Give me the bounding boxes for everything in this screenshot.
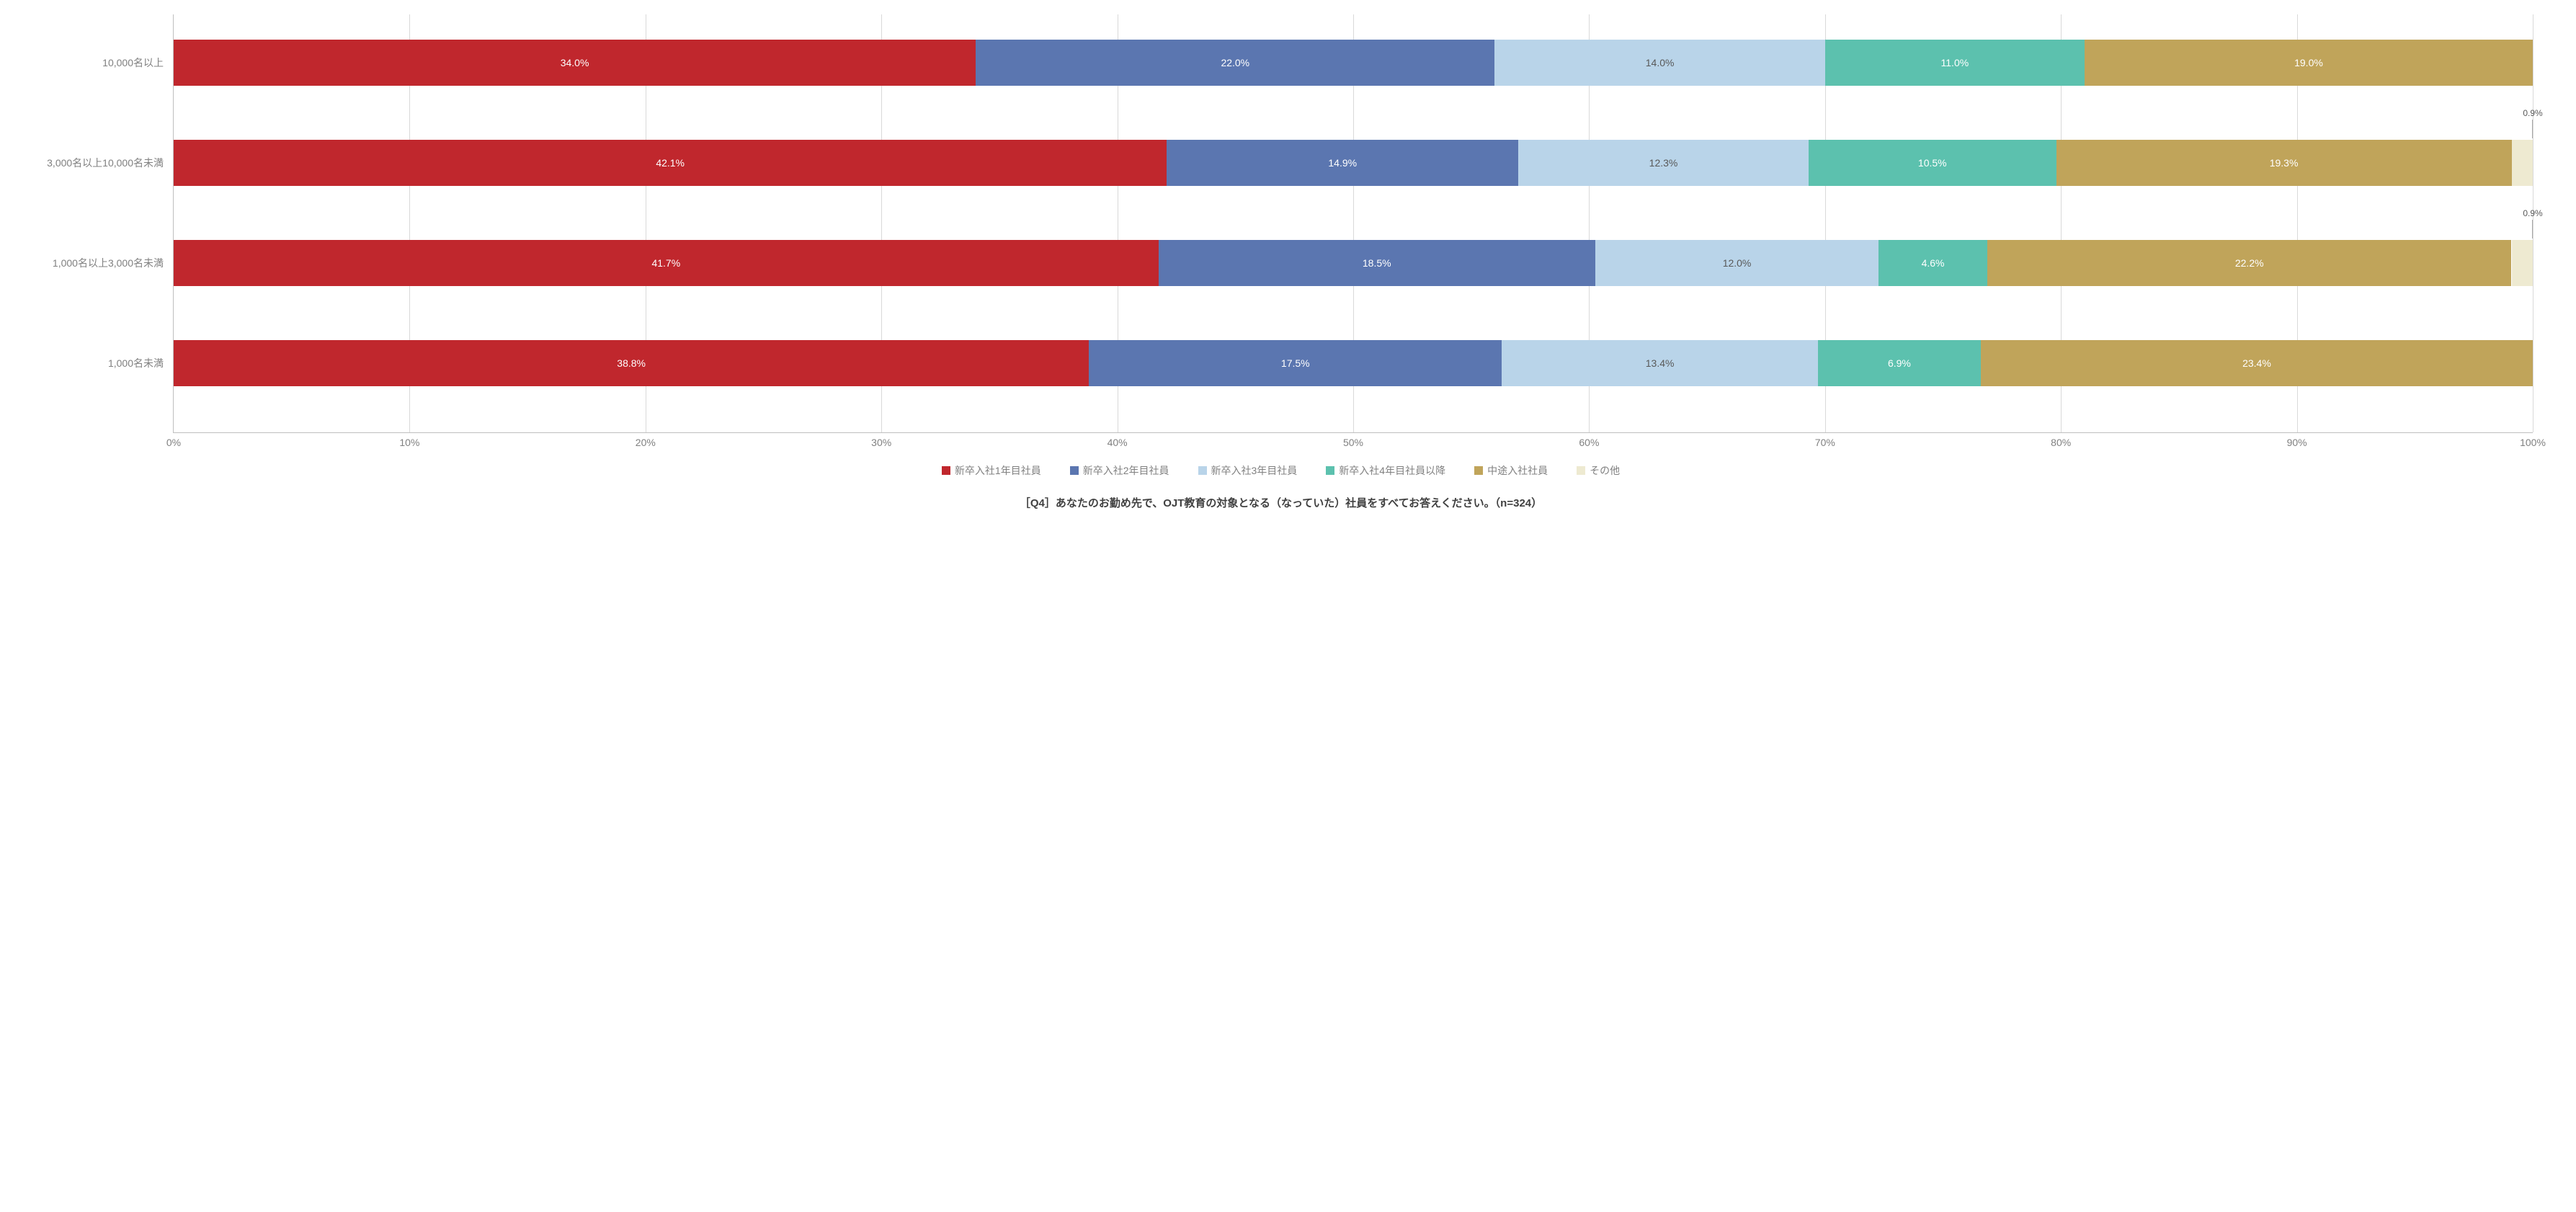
bar-value-label: 23.4% xyxy=(2242,357,2271,369)
bar-segment: 23.4% xyxy=(1981,340,2533,386)
x-tick-label: 40% xyxy=(1107,437,1128,448)
bar-segment: 14.0% xyxy=(1494,40,1824,86)
x-tick-label: 20% xyxy=(636,437,656,448)
legend-label: 新卒入社4年目社員以降 xyxy=(1339,463,1445,478)
y-category-label: 1,000名未満 xyxy=(108,356,164,370)
bar-segment: 38.8% xyxy=(174,340,1089,386)
bar-segment xyxy=(2512,140,2533,186)
outside-value-label: 0.9% xyxy=(2523,108,2542,118)
bar-segment: 10.5% xyxy=(1809,140,2056,186)
x-tick-label: 50% xyxy=(1343,437,1363,448)
x-tick-label: 90% xyxy=(2287,437,2307,448)
bar-row: 10,000名以上34.0%22.0%14.0%11.0%19.0% xyxy=(174,40,2533,86)
bar-row: 1,000名以上3,000名未満41.7%18.5%12.0%4.6%22.2% xyxy=(174,240,2533,286)
bar-value-label: 41.7% xyxy=(651,257,680,269)
x-tick-label: 0% xyxy=(166,437,181,448)
legend-label: 新卒入社2年目社員 xyxy=(1083,463,1169,478)
x-tick-label: 30% xyxy=(871,437,891,448)
stacked-bar-chart: 0% 10% 20% 30% 40% 50% 60% 70% 80% 90% 100% 10,000名… xyxy=(0,0,2576,525)
x-tick-label: 100% xyxy=(2520,437,2546,448)
bar-value-label: 13.4% xyxy=(1646,357,1675,369)
bar-segment: 12.3% xyxy=(1518,140,1809,186)
legend-label: 中途入社社員 xyxy=(1487,463,1548,478)
bar-value-label: 6.9% xyxy=(1888,357,1911,369)
bar-value-label: 34.0% xyxy=(561,57,589,68)
bar-segment: 12.0% xyxy=(1595,240,1878,286)
legend-item: 新卒入社2年目社員 xyxy=(1070,463,1169,478)
bar-value-label: 11.0% xyxy=(1941,57,1969,68)
y-category-label: 10,000名以上 xyxy=(102,55,164,70)
bar-segment: 42.1% xyxy=(174,140,1167,186)
legend-label: 新卒入社3年目社員 xyxy=(1211,463,1298,478)
x-tick-label: 80% xyxy=(2051,437,2071,448)
legend: 新卒入社1年目社員 新卒入社2年目社員 新卒入社3年目社員 新卒入社4年目社員以降 中途… xyxy=(14,463,2547,478)
legend-swatch xyxy=(1198,466,1207,475)
x-tick-label: 70% xyxy=(1815,437,1835,448)
legend-swatch xyxy=(1326,466,1334,475)
bar-value-label: 19.3% xyxy=(2270,157,2299,169)
legend-label: その他 xyxy=(1590,463,1620,478)
legend-item: その他 xyxy=(1577,463,1620,478)
legend-item: 中途入社社員 xyxy=(1474,463,1548,478)
legend-swatch xyxy=(1474,466,1483,475)
bar-segment: 4.6% xyxy=(1878,240,1987,286)
bar-segment: 19.0% xyxy=(2085,40,2533,86)
legend-item: 新卒入社4年目社員以降 xyxy=(1326,463,1445,478)
outside-value-label: 0.9% xyxy=(2523,208,2542,218)
bar-segment: 41.7% xyxy=(174,240,1159,286)
bar-segment: 34.0% xyxy=(174,40,976,86)
legend-item: 新卒入社1年目社員 xyxy=(942,463,1041,478)
bar-segment: 13.4% xyxy=(1502,340,1818,386)
y-category-label: 1,000名以上3,000名未満 xyxy=(53,256,164,270)
bar-value-label: 14.9% xyxy=(1328,157,1357,169)
legend-item: 新卒入社3年目社員 xyxy=(1198,463,1298,478)
bar-value-label: 17.5% xyxy=(1281,357,1310,369)
bar-value-label: 4.6% xyxy=(1922,257,1945,269)
bar-row: 3,000名以上10,000名未満42.1%14.9%12.3%10.5%19.… xyxy=(174,140,2533,186)
x-tick-label: 10% xyxy=(399,437,419,448)
bar-value-label: 42.1% xyxy=(656,157,685,169)
legend-swatch xyxy=(1577,466,1585,475)
leader-line xyxy=(2532,220,2533,239)
chart-caption: ［Q4］あなたのお勤め先で、OJT教育の対象となる（なっていた）社員をすべてお答… xyxy=(14,495,2547,510)
bar-segment: 19.3% xyxy=(2056,140,2512,186)
bar-segment: 11.0% xyxy=(1825,40,2085,86)
bar-segment: 22.0% xyxy=(976,40,1494,86)
legend-swatch xyxy=(1070,466,1079,475)
bar-value-label: 12.3% xyxy=(1649,157,1678,169)
bar-value-label: 19.0% xyxy=(2294,57,2323,68)
x-tick-label: 60% xyxy=(1579,437,1599,448)
bar-segment: 22.2% xyxy=(1987,240,2512,286)
bar-value-label: 18.5% xyxy=(1363,257,1391,269)
bar-segment: 6.9% xyxy=(1818,340,1981,386)
bar-value-label: 10.5% xyxy=(1918,157,1947,169)
leader-line xyxy=(2532,120,2533,138)
legend-swatch xyxy=(942,466,950,475)
bar-value-label: 14.0% xyxy=(1646,57,1675,68)
bar-segment: 17.5% xyxy=(1089,340,1502,386)
bar-value-label: 38.8% xyxy=(617,357,646,369)
bar-value-label: 22.0% xyxy=(1221,57,1249,68)
legend-label: 新卒入社1年目社員 xyxy=(955,463,1041,478)
bar-segment: 18.5% xyxy=(1159,240,1595,286)
bar-segment xyxy=(2512,240,2533,286)
plot-area: 0%10%20%30%40%50%60%70%80%90%100%10,000名… xyxy=(173,14,2533,433)
bar-segment: 14.9% xyxy=(1167,140,1518,186)
bar-value-label: 22.2% xyxy=(2235,257,2264,269)
bar-value-label: 12.0% xyxy=(1723,257,1752,269)
y-category-label: 3,000名以上10,000名未満 xyxy=(47,156,164,170)
bar-row: 1,000名未満38.8%17.5%13.4%6.9%23.4% xyxy=(174,340,2533,386)
